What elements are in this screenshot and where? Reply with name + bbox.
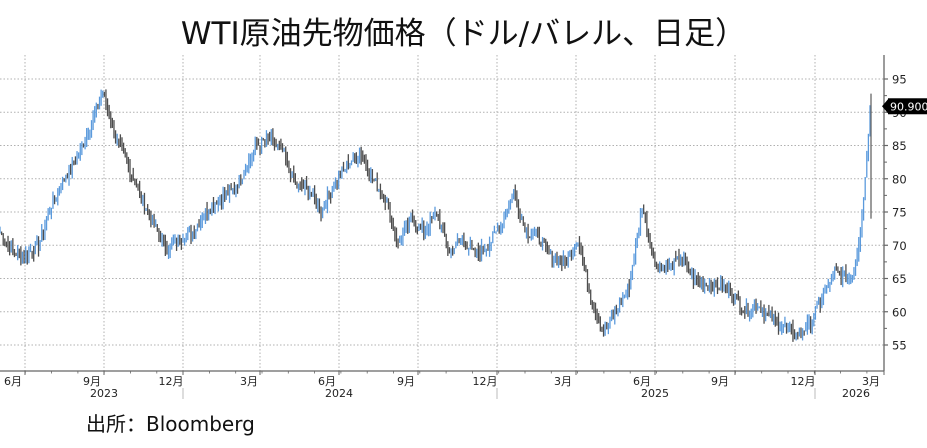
x-tick-label: 3月 <box>862 375 880 388</box>
x-tick-label: 9月 <box>397 375 415 388</box>
y-tick-label: 75 <box>892 206 907 220</box>
x-tick-label: 12月 <box>159 375 184 388</box>
x-tick-label: 12月 <box>791 375 816 388</box>
last-value-label: 90.900 <box>882 98 927 115</box>
x-tick-label: 3月 <box>240 375 258 388</box>
y-tick-label: 65 <box>892 272 907 286</box>
x-tick-label: 12月 <box>473 375 498 388</box>
chart-title: WTI原油先物価格（ドル/バレル、日足） <box>180 16 747 52</box>
y-tick-label: 80 <box>892 172 907 186</box>
y-tick-label: 60 <box>892 305 907 319</box>
source-note: 出所：Bloomberg <box>86 412 255 436</box>
x-tick-label: 6月 <box>318 375 336 388</box>
x-year-label: 2023 <box>90 387 118 400</box>
x-tick-label: 9月 <box>83 375 101 388</box>
y-tick-label: 95 <box>892 73 907 87</box>
gridlines <box>0 55 884 371</box>
x-tick-label: 6月 <box>4 375 22 388</box>
last-value-text: 90.900 <box>890 100 927 113</box>
x-year-label: 2024 <box>325 387 353 400</box>
x-tick-label: 9月 <box>711 375 729 388</box>
y-tick-label: 70 <box>892 239 907 253</box>
x-tick-label: 6月 <box>633 375 651 388</box>
y-tick-label: 85 <box>892 139 907 153</box>
x-year-label: 2026 <box>842 387 870 400</box>
x-tick-label: 3月 <box>554 375 572 388</box>
price-bars <box>0 89 872 342</box>
axes: 5560657075808590956月9月12月3月6月9月12月3月6月9月… <box>0 55 907 400</box>
y-tick-label: 55 <box>892 339 907 353</box>
x-year-label: 2025 <box>641 387 669 400</box>
